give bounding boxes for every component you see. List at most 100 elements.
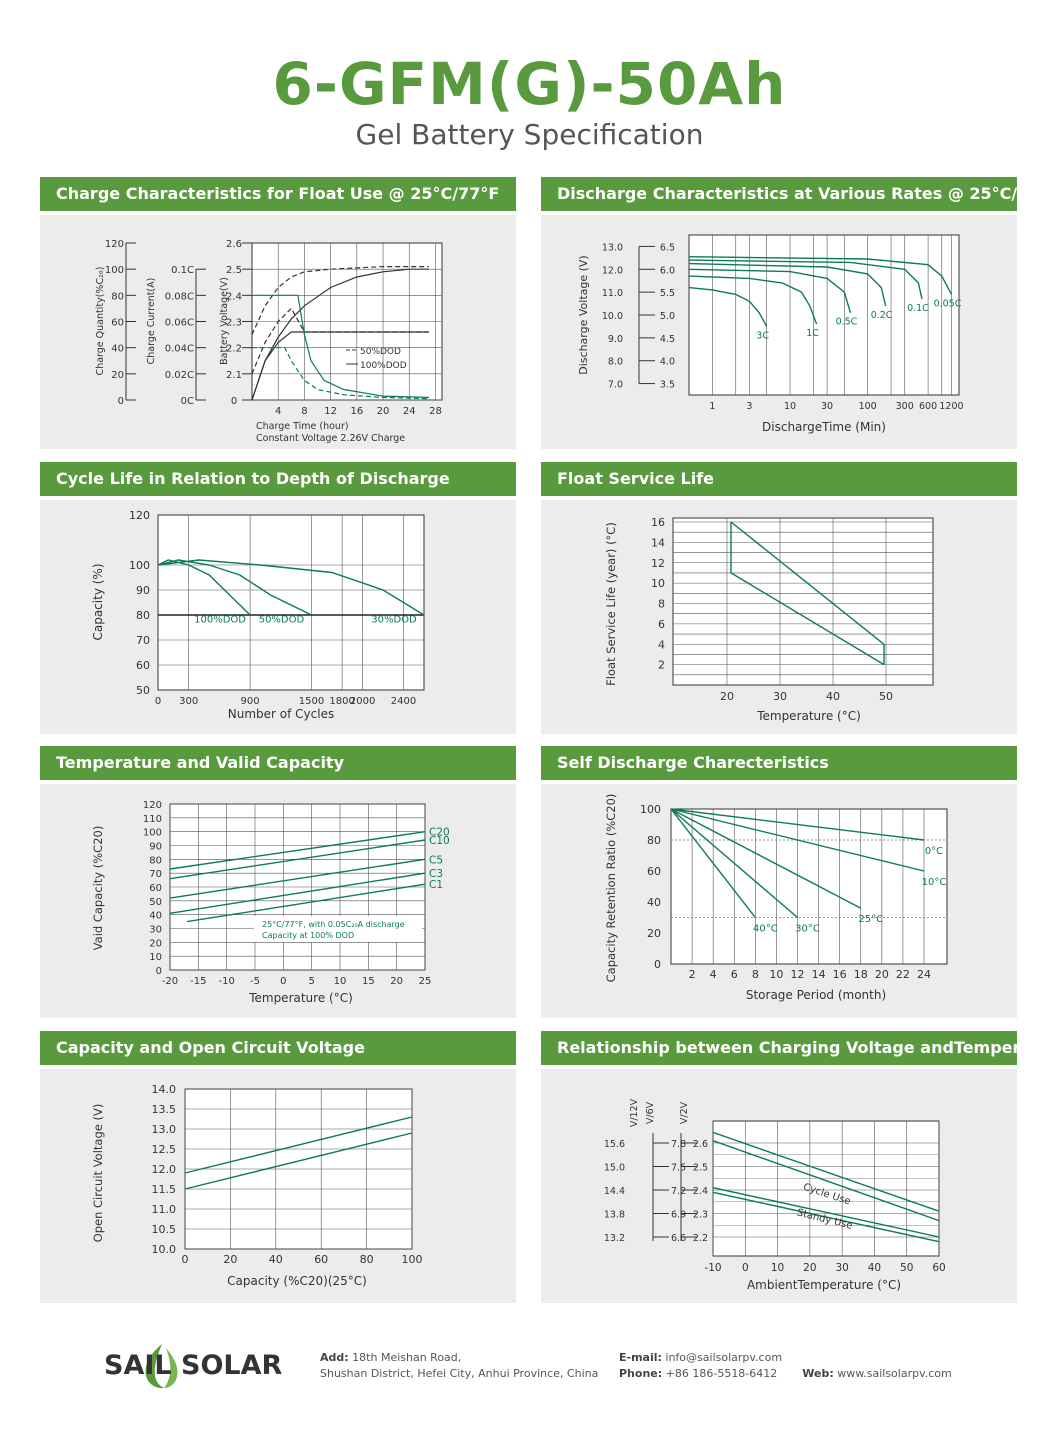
phone-value: +86 186-5518-6412 xyxy=(665,1367,778,1380)
series-line xyxy=(169,831,426,870)
x-tick-label: 16 xyxy=(350,406,363,417)
y-tick-label: 2.6 xyxy=(226,239,242,250)
y-tick-label: 0 xyxy=(156,966,162,977)
series-line xyxy=(157,559,251,616)
y-tick-label: 12.0 xyxy=(602,265,623,276)
y-tick-label: 0.02C xyxy=(165,370,194,381)
series-label: 0.1C xyxy=(907,303,929,314)
x-tick-label: 900 xyxy=(241,696,260,707)
panel-float-service-life: Float Service Life 20 30 40 50 16 14 12 10 8 6 4 2 F… xyxy=(541,462,1017,734)
plot-area xyxy=(157,514,425,691)
y-tick-label: 20 xyxy=(149,938,162,949)
y-tick-label: 40 xyxy=(111,344,124,355)
y-tick-label: 7.0 xyxy=(608,380,623,391)
panel-title: Cycle Life in Relation to Depth of Disch… xyxy=(40,462,516,496)
x-tick-label: -20 xyxy=(162,976,178,987)
y-tick-label: 100 xyxy=(640,803,661,816)
chart-note: Constant Voltage 2.26V Charge xyxy=(256,433,405,444)
x-tick-label: 300 xyxy=(179,696,198,707)
y-tick-label: 2.5 xyxy=(226,265,242,276)
x-tick-label: 5 xyxy=(308,976,314,987)
web-link[interactable]: www.sailsolarpv.com xyxy=(837,1367,952,1380)
y-tick-label: 13.0 xyxy=(152,1123,177,1136)
contact-block: E-mail: info@sailsolarpv.com Phone: +86 … xyxy=(619,1350,952,1382)
series-label: C20 xyxy=(429,827,450,839)
y-axis-title: Float Service Life (year) (°C) xyxy=(604,522,618,686)
chart-discharge-characteristics: 1 3 10 30 100 300 600 1200 13.0 6.5 12.0 6.0 11.0 5.5… xyxy=(577,234,964,434)
y-tick-label: 2.3 xyxy=(693,1210,708,1221)
series-line xyxy=(730,521,885,645)
panel-body: 2 4 6 8 10 12 14 16 18 20 22 24 100 80 60 40 20 0 Capacity… xyxy=(541,784,1017,1018)
chart-float-service-life: 20 30 40 50 16 14 12 10 8 6 4 2 Float Service Life (… xyxy=(604,516,934,723)
panel-title: Capacity and Open Circuit Voltage xyxy=(40,1031,516,1065)
x-tick-label: 50 xyxy=(879,690,893,703)
y-tick-label: 7.2 xyxy=(671,1186,686,1197)
y-tick-label: 0.04C xyxy=(165,344,194,355)
y-tick-label: 2.5 xyxy=(693,1163,708,1174)
plot-area xyxy=(670,808,948,965)
y-tick-label: 70 xyxy=(149,869,162,880)
chart-charge-characteristics: 4 8 12 16 20 24 28 120 100 80 60 40 20 0 0.1C 0.08C 0.06… xyxy=(95,239,443,444)
y-tick-label: 6.6 xyxy=(671,1233,686,1244)
y-tick-label: 12.0 xyxy=(152,1163,177,1176)
y-tick-label: 50 xyxy=(136,684,150,697)
y-tick-label: 8.0 xyxy=(608,357,623,368)
email-link[interactable]: info@sailsolarpv.com xyxy=(665,1351,783,1364)
x-tick-label: 40 xyxy=(868,1262,881,1274)
panel-body: 20 30 40 50 16 14 12 10 8 6 4 2 Float Service Life (… xyxy=(541,500,1017,734)
y-axis-title: Vaid Capacity (%C20) xyxy=(91,826,105,951)
y-tick-label: 6.9 xyxy=(671,1210,686,1221)
y-tick-label: 40 xyxy=(647,896,661,909)
x-tick-label: 600 xyxy=(919,401,937,412)
x-tick-label: 1500 xyxy=(299,696,324,707)
y-tick-label: 0 xyxy=(118,396,124,407)
x-axis-title: Temperature (°C) xyxy=(756,709,861,723)
series-line xyxy=(712,1140,940,1222)
series-line xyxy=(712,1187,940,1238)
x-tick-label: 1800 xyxy=(329,696,354,707)
series-line-charge quantity xyxy=(251,268,429,401)
web-label: Web: xyxy=(802,1367,834,1380)
x-tick-label: 1 xyxy=(709,401,715,412)
y-axis-title: Charge Current(A) xyxy=(146,278,157,365)
y-tick-label: 0 xyxy=(654,958,661,971)
x-tick-label: 30 xyxy=(773,690,787,703)
x-axis-title: Charge Time (hour) xyxy=(256,421,349,432)
panel-discharge-characteristics: Discharge Characteristics at Various Rat… xyxy=(541,177,1017,449)
x-tick-label: 10 xyxy=(784,401,796,412)
series-label: 0.05C xyxy=(934,298,962,309)
y-tick-label: 10.0 xyxy=(152,1243,177,1256)
y-tick-label: 40 xyxy=(149,911,162,922)
series-label: 25°C xyxy=(858,914,883,925)
y-tick-label: 13.8 xyxy=(604,1210,625,1221)
panel-capacity-ocv: Capacity and Open Circuit Voltage 14.0 13… xyxy=(40,1031,516,1303)
series-line-voltage xyxy=(251,331,429,401)
x-tick-label: 20 xyxy=(377,406,390,417)
y-tick-label: 100 xyxy=(129,559,150,572)
y-tick-label: 80 xyxy=(149,855,162,866)
y-tick-label: 50 xyxy=(149,897,162,908)
x-tick-label: 10 xyxy=(334,976,347,987)
y-tick-label: 0.06C xyxy=(165,318,194,329)
y-tick-label: 20 xyxy=(647,927,661,940)
x-tick-label: -15 xyxy=(190,976,206,987)
y-tick-label: 80 xyxy=(111,291,124,302)
series-line xyxy=(688,286,768,327)
x-tick-label: 10 xyxy=(769,968,783,981)
chart-capacity-ocv: 14.0 13.5 13.0 12.5 12.0 11.5 11.0 10.5 10.0 0 20 4… xyxy=(91,1083,423,1288)
y-tick-label: 11.0 xyxy=(602,288,623,299)
series-label: C3 xyxy=(429,868,443,880)
series-label: 100%DOD xyxy=(194,615,246,626)
y-tick-label: 60 xyxy=(136,659,150,672)
x-tick-label: 6 xyxy=(731,968,738,981)
panel-charge-characteristics: Charge Characteristics for Float Use @ 2… xyxy=(40,177,516,449)
x-tick-label: 2 xyxy=(689,968,696,981)
x-tick-label: 8 xyxy=(752,968,759,981)
x-tick-label: 20 xyxy=(223,1253,237,1266)
x-tick-label: 80 xyxy=(360,1253,374,1266)
legend-label: 100%DOD xyxy=(360,361,407,371)
series-line xyxy=(688,268,852,313)
sail-solar-logo-icon xyxy=(145,1344,178,1389)
x-axis-title: Storage Period (month) xyxy=(746,988,886,1002)
